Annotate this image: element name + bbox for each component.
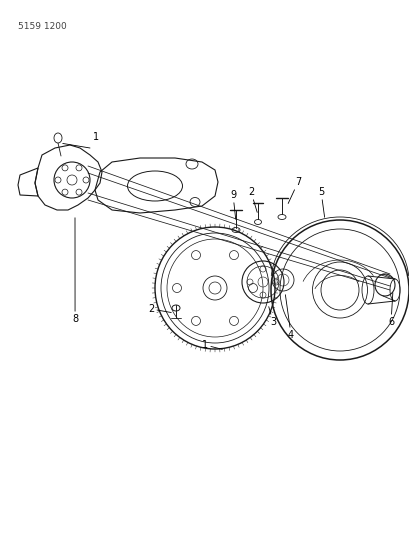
Text: 9: 9 <box>229 190 236 219</box>
Text: 7: 7 <box>288 177 301 204</box>
Text: 6: 6 <box>387 293 393 327</box>
Text: 2: 2 <box>247 187 256 212</box>
Text: 8: 8 <box>72 218 78 324</box>
Text: 5: 5 <box>317 187 324 217</box>
Text: 1: 1 <box>93 132 99 142</box>
Text: 5159 1200: 5159 1200 <box>18 22 67 31</box>
Text: 1: 1 <box>202 340 222 350</box>
Text: 2: 2 <box>148 304 171 314</box>
Text: 4: 4 <box>285 295 293 340</box>
Text: 3: 3 <box>268 306 275 327</box>
